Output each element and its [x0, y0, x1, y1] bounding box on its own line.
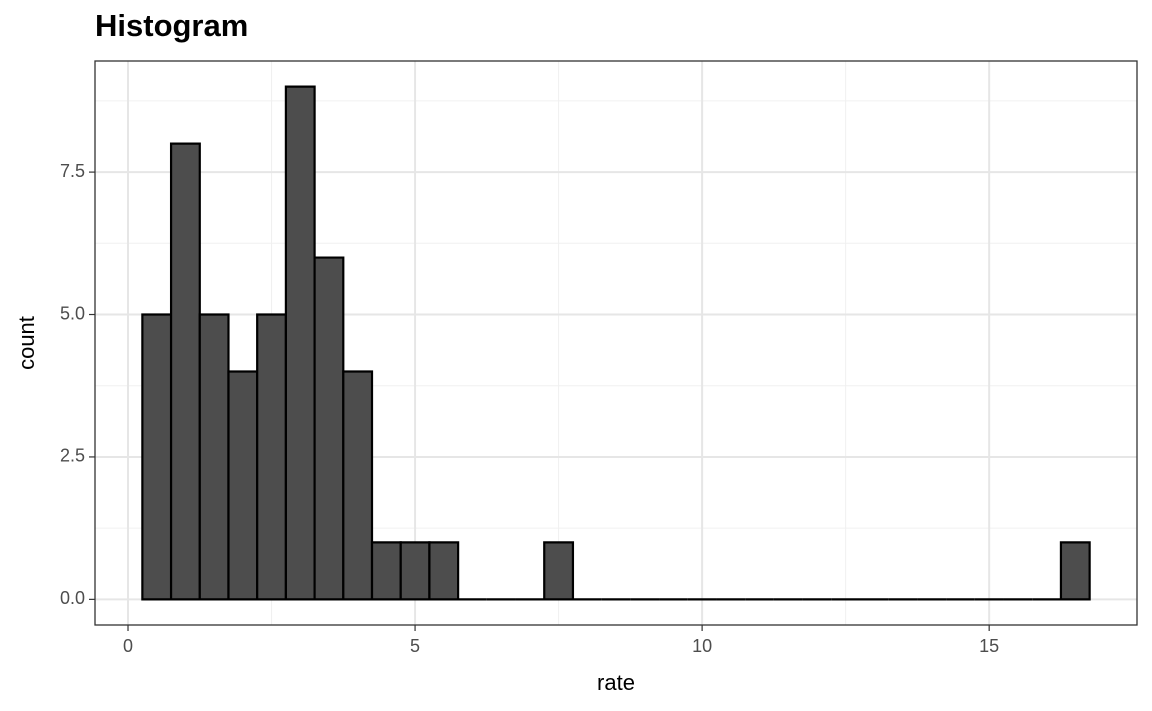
- y-tick-label: 2.5: [60, 446, 85, 466]
- y-tick-label: 5.0: [60, 303, 85, 323]
- x-tick-label: 15: [979, 636, 999, 656]
- y-tick-label: 7.5: [60, 161, 85, 181]
- panel-border: [94, 60, 1138, 626]
- x-tick-label: 0: [123, 636, 133, 656]
- bar: [370, 541, 402, 601]
- bar: [141, 313, 173, 601]
- y-tick-label: 0.0: [60, 588, 85, 608]
- bar: [256, 313, 287, 601]
- bar: [313, 256, 345, 601]
- x-tick-label: 10: [692, 636, 712, 656]
- x-tick-label: 5: [410, 636, 420, 656]
- bar: [399, 541, 431, 601]
- bar: [543, 541, 575, 601]
- y-axis-title: count: [14, 316, 39, 370]
- chart-title: Histogram: [95, 8, 248, 43]
- bar: [1059, 541, 1091, 601]
- bar: [342, 370, 374, 601]
- bar: [198, 313, 230, 601]
- bar: [169, 142, 201, 601]
- bar: [284, 85, 316, 601]
- bar: [227, 370, 259, 601]
- bar: [428, 541, 460, 601]
- x-axis-title: rate: [597, 670, 635, 695]
